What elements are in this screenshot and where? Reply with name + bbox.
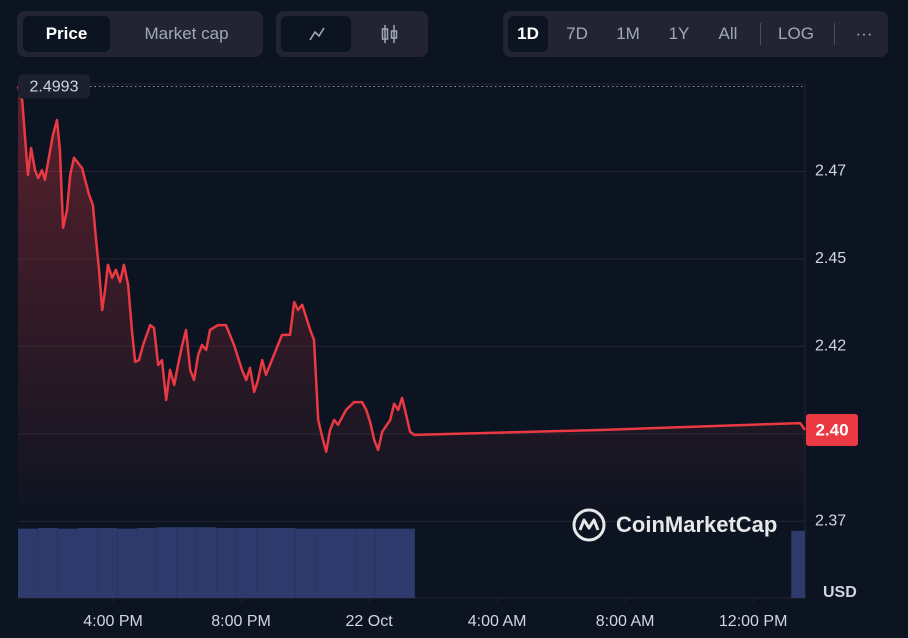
- volume-bar: [156, 527, 177, 598]
- volume-bar: [196, 527, 217, 598]
- y-tick-label: 2.45: [815, 250, 846, 267]
- candle-icon: [381, 25, 398, 43]
- x-tick-label: 8:00 AM: [596, 613, 655, 630]
- last-price-tag: [806, 414, 858, 447]
- line-chart-button[interactable]: [281, 16, 351, 52]
- high-label-box: [18, 74, 90, 99]
- volume-bar: [375, 528, 396, 598]
- y-tick-label: 2.42: [815, 338, 846, 355]
- candle-chart-button[interactable]: [356, 16, 423, 52]
- volume-bar: [355, 528, 376, 598]
- volume-bar: [216, 527, 237, 598]
- price-button[interactable]: Price: [23, 16, 110, 52]
- volume-bar: [176, 527, 197, 598]
- y-tick-label: 2.37: [815, 513, 846, 530]
- volume-bar: [335, 528, 356, 598]
- range-toggle: 1D 7D 1M 1Y All LOG ···: [503, 11, 888, 57]
- divider: [760, 23, 761, 45]
- volume-bar: [137, 527, 157, 598]
- range-button[interactable]: 1D: [508, 16, 548, 52]
- y-tick-label: 2.47: [815, 163, 846, 180]
- range-button[interactable]: 7D: [566, 24, 588, 43]
- price-line: [16, 86, 807, 453]
- volume-bar: [295, 528, 316, 598]
- volume-bar: [37, 527, 58, 598]
- x-tick-label: 22 Oct: [346, 613, 394, 630]
- x-tick-label: 4:00 AM: [468, 613, 527, 630]
- volume-bar: [236, 527, 257, 598]
- range-button[interactable]: 1M: [616, 24, 640, 43]
- volume-bar: [18, 528, 38, 598]
- volume-bar: [77, 527, 98, 598]
- y-unit: USD: [823, 584, 857, 601]
- volume-bar: [256, 527, 276, 598]
- chart-style-toggle: [276, 11, 428, 57]
- range-button[interactable]: 1Y: [668, 24, 690, 43]
- line-icon: [309, 27, 325, 41]
- area-fill: [18, 86, 805, 526]
- range-button[interactable]: All: [718, 24, 738, 43]
- last-price-label: 2.40: [815, 421, 848, 440]
- x-tick-label: 12:00 PM: [719, 613, 787, 630]
- volume-bar: [57, 528, 78, 598]
- x-tick-label: 4:00 PM: [83, 613, 143, 630]
- volume-bar: [97, 527, 118, 598]
- high-label: 2.4993: [30, 79, 79, 96]
- x-tick-label: 8:00 PM: [211, 613, 271, 630]
- more-button[interactable]: ···: [855, 24, 873, 43]
- volume-bar: [275, 527, 296, 598]
- volume-bar: [395, 528, 415, 598]
- volume-bar: [117, 528, 138, 598]
- market-cap-button[interactable]: Market cap: [144, 24, 229, 43]
- view-toggle: Price Market cap: [17, 11, 263, 57]
- log-button[interactable]: LOG: [778, 24, 814, 43]
- volume-bar: [315, 528, 336, 598]
- volume-bar: [791, 530, 805, 598]
- divider: [834, 23, 835, 45]
